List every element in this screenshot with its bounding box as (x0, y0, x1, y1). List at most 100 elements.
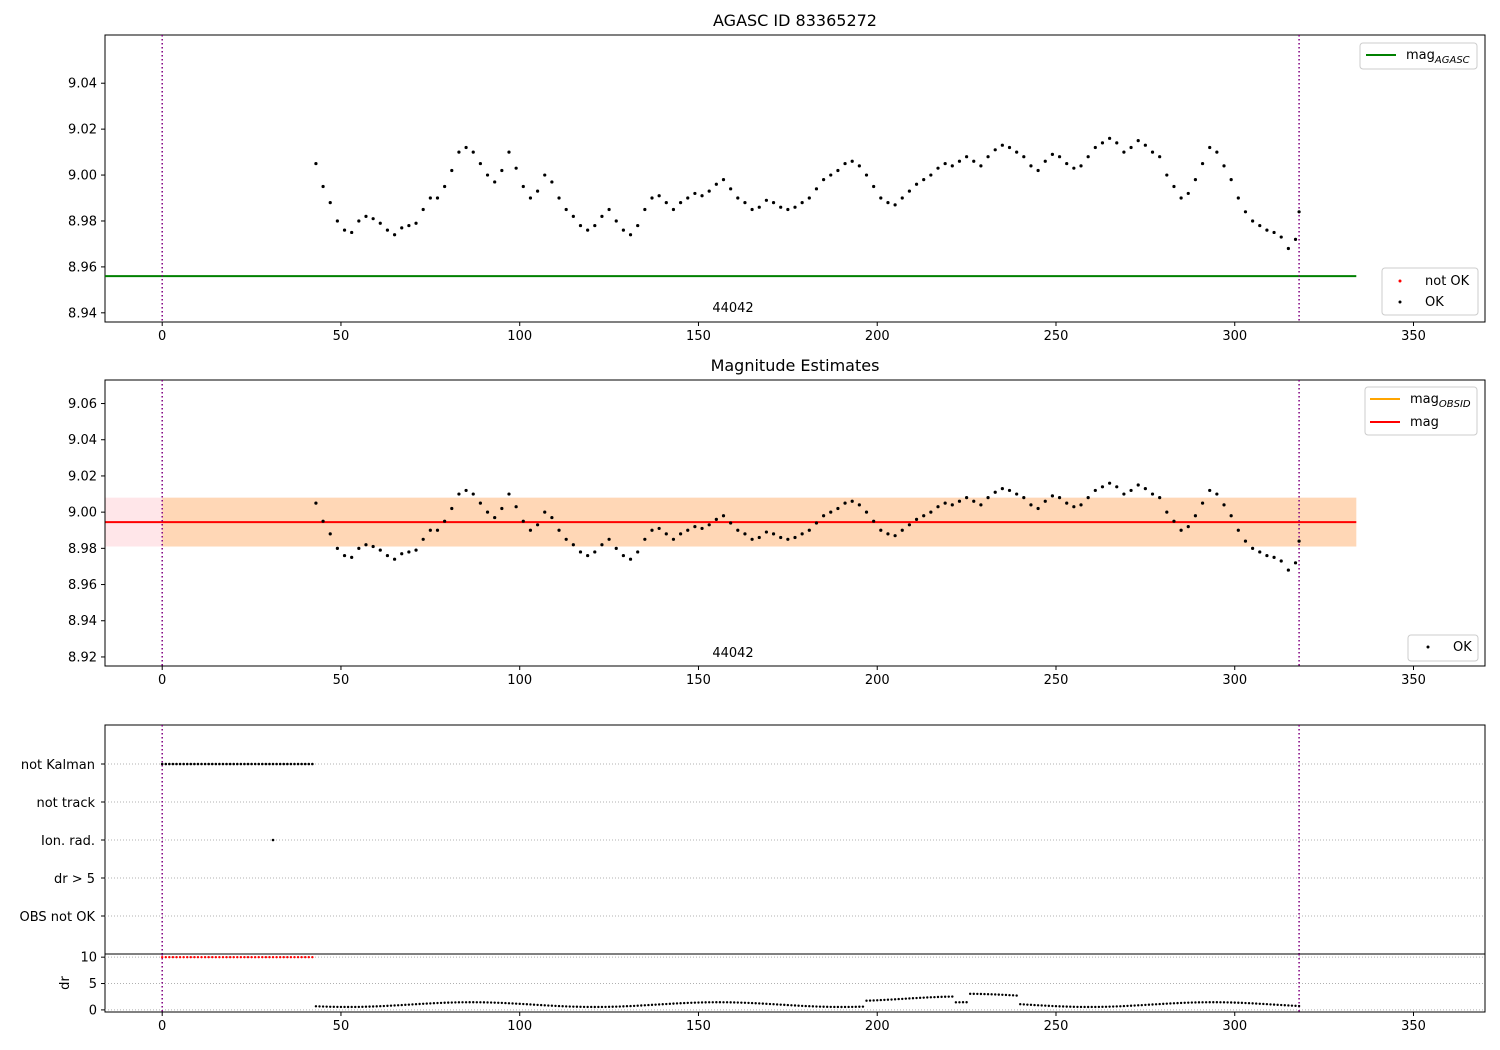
panel1-ytick-label-1: 8.96 (68, 260, 97, 275)
legend-mag-label: mag (1410, 415, 1439, 430)
panel3-dr-point-22 (393, 1004, 396, 1007)
panel1-point-0-0 (314, 161, 318, 166)
panel1-point-0-61 (750, 207, 754, 212)
panel3-dr-point-254 (1222, 1001, 1226, 1004)
panel1-point-0-128 (1229, 178, 1233, 182)
panel3-xtick-label-6: 300 (1222, 1019, 1247, 1034)
panel1-point-0-115 (1136, 139, 1140, 143)
panel3-not-kalman-point-36 (289, 762, 293, 766)
panel3-not-kalman-point-40 (303, 762, 307, 766)
panel3-dr-point-273 (1290, 1004, 1294, 1007)
panel2-point-0-106 (1072, 505, 1076, 509)
panel1-point-0-12 (400, 226, 404, 230)
panel2-point-0-43 (621, 553, 625, 558)
panel1-point-0-82 (900, 196, 904, 200)
panel1-point-0-34 (557, 196, 561, 200)
panel1-point-0-42 (614, 219, 618, 223)
panel1-point-0-68 (800, 201, 804, 205)
panel2-point-0-26 (500, 506, 504, 511)
panel1-point-0-113 (1122, 150, 1126, 154)
panel3-dr-point-103 (682, 1001, 686, 1005)
panel3-dr-point-214 (1079, 1005, 1083, 1009)
panel3-dr-point-113 (718, 1001, 722, 1004)
panel1-point-0-80 (886, 201, 890, 205)
panel2-point-0-88 (943, 501, 947, 505)
panel1-point-0-97 (1007, 145, 1012, 150)
panel1-point-0-76 (857, 164, 861, 168)
panel2-ytick-label-4: 9.00 (68, 506, 97, 521)
panel3-dr-point-71 (568, 1005, 571, 1008)
panel3-dr-point-135 (797, 1004, 800, 1007)
panel1-point-0-85 (922, 178, 926, 182)
panel2-point-0-23 (478, 501, 482, 505)
panel1-point-0-114 (1129, 145, 1133, 150)
panel1-point-0-25 (493, 180, 497, 184)
panel2-point-0-125 (1208, 488, 1212, 493)
panel2-ytick-label-3: 8.98 (68, 542, 97, 557)
panel2-point-0-15 (421, 537, 425, 541)
panel3-flag-label-obs-not-ok: OBS not OK (20, 910, 96, 925)
panel3-dr-point-252 (1215, 1001, 1219, 1004)
panel1-point-0-92 (972, 159, 976, 163)
panel2-point-0-87 (936, 505, 940, 509)
panel3-dr-red-point-30 (268, 955, 271, 959)
panel3-dr-point-90 (636, 1004, 639, 1007)
panel3-dr-red-point-11 (200, 955, 203, 959)
panel3-dr-point-139 (811, 1005, 815, 1008)
panel3-dr-point-177 (947, 995, 950, 998)
panel1-point-0-21 (464, 145, 468, 150)
panel3-dr-point-66 (550, 1004, 554, 1007)
panel2-point-0-138 (1297, 539, 1301, 543)
panel3-xtick-label-1: 50 (333, 1019, 350, 1034)
panel3-dr-point-74 (579, 1005, 582, 1009)
panel3-dr-point-180 (958, 1001, 961, 1004)
panel1-point-0-28 (514, 166, 518, 170)
panel2-point-0-0 (314, 501, 318, 505)
panel2-point-0-64 (771, 532, 776, 536)
panel3-dr-point-72 (572, 1005, 575, 1008)
panel3-dr-point-46 (479, 1001, 482, 1004)
panel1-point-0-137 (1293, 237, 1298, 241)
panel1-point-0-16 (428, 196, 432, 200)
panel3-dr-point-201 (1033, 1003, 1036, 1007)
panel3-dr-point-191 (997, 993, 1000, 996)
panel3-dr-point-263 (1254, 1002, 1258, 1005)
panel2-point-0-45 (636, 550, 640, 554)
panel2-point-0-67 (793, 535, 797, 540)
panel1-point-0-125 (1208, 145, 1212, 150)
panel3-dr-point-124 (758, 1002, 761, 1005)
panel3-dr-point-261 (1247, 1002, 1251, 1005)
panel3-dr-point-207 (1054, 1005, 1058, 1008)
legend-ok-marker (1398, 300, 1402, 304)
panel3-dr-red-point-15 (214, 955, 218, 959)
panel3-not-kalman-point-6 (182, 762, 185, 766)
legend-mag-obsid-label: magOBSID (1410, 392, 1471, 410)
panel3-dr-red-point-29 (264, 955, 268, 959)
panel3-dr-point-181 (961, 1001, 965, 1004)
panel1-point-0-9 (378, 221, 382, 225)
panel1-legend-lower: not OK OK (1381, 267, 1479, 316)
panel2-point-0-79 (879, 528, 883, 532)
panel3-dr-point-88 (629, 1004, 632, 1008)
panel3-not-kalman-point-0 (160, 762, 164, 766)
panel3-dr-red-point-22 (239, 955, 243, 959)
panel3-dr-point-187 (983, 992, 986, 996)
panel3-dr-point-115 (725, 1001, 729, 1004)
panel3-not-kalman-point-31 (271, 762, 275, 766)
panel2-point-0-61 (750, 537, 754, 541)
panel3-dr-point-174 (936, 995, 940, 999)
panel3-not-kalman-point-34 (282, 762, 286, 766)
panel1-point-0-27 (507, 150, 511, 154)
panel1-point-0-84 (914, 182, 919, 186)
panel3-dr-point-222 (1108, 1005, 1111, 1008)
panel3-dr-point-128 (772, 1003, 775, 1006)
panel3-dr-point-81 (604, 1005, 607, 1009)
panel3-dr-red-point-3 (171, 955, 175, 959)
panel3-xtick-label-0: 0 (158, 1019, 166, 1034)
panel2-xtick-label-4: 200 (865, 673, 890, 688)
panel2-ytick-label-0: 8.92 (68, 650, 97, 665)
panel3-dr-point-106 (693, 1001, 697, 1004)
panel3-dr-point-204 (1044, 1004, 1047, 1007)
panel3-not-kalman-point-30 (268, 762, 271, 766)
panel1-point-0-70 (814, 187, 819, 191)
